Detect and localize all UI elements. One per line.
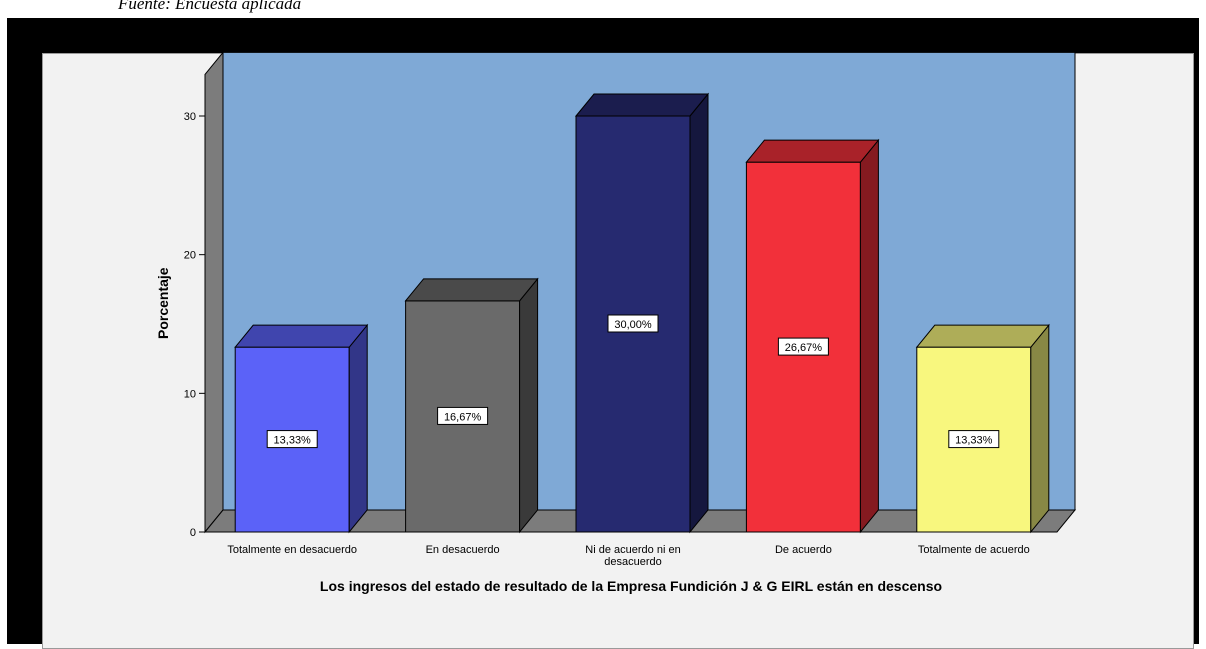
bar-side <box>519 277 539 534</box>
data-label-box <box>777 337 829 356</box>
x-tick-label: En desacuerdo <box>426 544 500 556</box>
bar-top <box>574 93 710 117</box>
bar-top <box>745 139 880 163</box>
bar-side <box>348 323 368 534</box>
x-tick-label: Ni de acuerdo ni en <box>585 544 680 556</box>
bar-side <box>859 138 879 534</box>
bar-top <box>915 324 1050 348</box>
data-label-box <box>437 406 489 425</box>
y-tick-label: 30 <box>184 111 196 123</box>
x-axis-title: Los ingresos del estado de resultado de … <box>320 578 942 594</box>
bar-side <box>689 92 709 534</box>
x-tick-label: Totalmente de acuerdo <box>918 544 1030 556</box>
y-axis-title: Porcentaje <box>155 267 171 339</box>
side-wall <box>204 50 224 534</box>
data-label-box <box>607 314 659 333</box>
source-note: Fuente: Encuesta aplicada <box>118 0 302 13</box>
data-label: 26,67% <box>785 342 823 354</box>
data-label-box <box>266 430 318 449</box>
y-tick-label: 10 <box>184 388 196 400</box>
bar-top <box>404 278 539 302</box>
y-tick-label: 20 <box>184 250 196 262</box>
data-label: 16,67% <box>444 411 482 423</box>
data-label-box <box>948 430 1000 449</box>
x-tick-label: De acuerdo <box>775 544 832 556</box>
x-tick-label: desacuerdo <box>604 556 662 568</box>
data-label: 13,33% <box>274 435 312 447</box>
bar-side <box>1030 323 1050 534</box>
bar-top <box>234 324 369 348</box>
data-label: 30,00% <box>614 319 652 331</box>
x-tick-label: Totalmente en desacuerdo <box>227 544 357 556</box>
y-tick-label: 0 <box>190 527 196 539</box>
data-label: 13,33% <box>955 435 993 447</box>
